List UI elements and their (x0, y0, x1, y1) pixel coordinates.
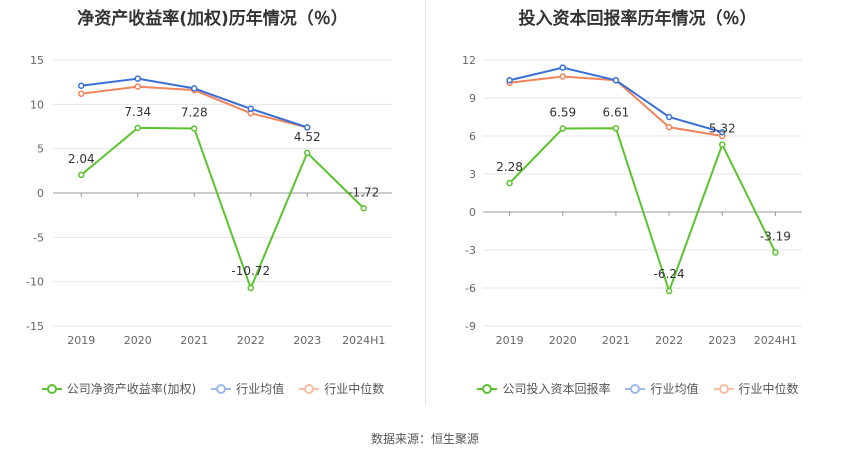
legend-label: 行业中位数 (324, 382, 385, 396)
data-point (612, 125, 620, 132)
legend-line-marker-icon (477, 383, 498, 394)
data-point (134, 124, 141, 132)
y-tick-label: -9 (465, 320, 476, 333)
data-label: -3.19 (760, 229, 791, 243)
data-point (559, 64, 566, 71)
series-line (508, 127, 777, 295)
legend-item-industry-median[interactable]: 行业中位数 (298, 380, 384, 397)
data-label: 5.32 (709, 122, 736, 136)
data-label: 2.28 (496, 160, 523, 174)
y-tick-label: 6 (469, 130, 476, 143)
legend-line-marker-icon (299, 383, 320, 394)
legend-line-marker-icon (41, 383, 62, 394)
x-tick-label: 2023 (293, 334, 321, 347)
data-point (719, 141, 726, 148)
legend-item-company-roe[interactable]: 公司净资产收益率(加权) (41, 380, 196, 397)
x-tick-label: 2019 (496, 334, 524, 347)
data-point (719, 128, 726, 136)
y-tick-label: -10 (26, 276, 44, 289)
legend-label: 公司净资产收益率(加权) (66, 382, 197, 396)
y-tick-label: 15 (30, 54, 44, 67)
x-tick-label: 2020 (549, 334, 577, 347)
y-tick-label: 12 (462, 54, 476, 67)
data-point (360, 205, 367, 212)
legend-label: 行业均值 (650, 382, 699, 396)
data-point (559, 125, 566, 132)
y-tick-label: 3 (469, 168, 476, 181)
x-tick-label: 2020 (124, 334, 152, 347)
panel-divider (425, 0, 426, 405)
legend-label: 公司投入资本回报率 (502, 382, 611, 396)
data-point (191, 85, 198, 92)
y-tick-label: 10 (30, 98, 44, 111)
y-tick-label: 0 (469, 206, 476, 219)
data-point (191, 125, 198, 132)
data-label: 2.04 (68, 152, 95, 166)
legend-label: 行业均值 (236, 382, 285, 396)
y-tick-label: 5 (37, 143, 44, 156)
data-label: 4.52 (294, 130, 321, 144)
x-tick-label: 2021 (602, 334, 630, 347)
roic-chart-plot: 12 9 6 3 0 -3 -6 -9 2019 2020 2021 2022 2023 2024H1 2.… (462, 54, 802, 347)
data-point (506, 179, 513, 187)
data-point (665, 287, 673, 295)
data-label: 6.59 (549, 106, 576, 120)
data-label: -10.72 (231, 264, 270, 278)
data-point (78, 82, 85, 89)
y-tick-label: -15 (26, 320, 44, 333)
data-label: -1.72 (348, 185, 379, 199)
x-tick-label: 2021 (180, 334, 208, 347)
roic-chart-title: 投入资本回报率历年情况（％） (518, 9, 757, 29)
data-label: -6.24 (654, 267, 685, 281)
data-point (559, 73, 566, 80)
y-tick-label: -6 (465, 282, 476, 295)
legend-line-marker-icon (713, 383, 734, 394)
legend-line-marker-icon (211, 383, 232, 394)
data-point (247, 284, 254, 292)
x-tick-label: 2022 (655, 334, 683, 347)
x-tick-label: 2024H1 (342, 334, 385, 347)
data-point (506, 77, 513, 84)
legend-item-industry-mean[interactable]: 行业均值 (624, 380, 699, 397)
data-point (304, 149, 311, 157)
y-tick-label: -5 (33, 231, 44, 244)
legend-line-marker-icon (625, 383, 646, 394)
x-tick-label: 2022 (237, 334, 265, 347)
data-point (78, 90, 85, 97)
legend-item-company-roic[interactable]: 公司投入资本回报率 (476, 380, 610, 397)
roic-chart-panel: 投入资本回报率历年情况（％） 12 9 6 3 0 -3 -6 -9 2019 2020 2021 2… (425, 0, 850, 410)
data-point (665, 113, 673, 121)
y-tick-label: 9 (469, 92, 476, 105)
series-line (80, 126, 365, 291)
legend-item-industry-median[interactable]: 行业中位数 (713, 380, 799, 397)
data-label: 7.34 (124, 105, 151, 119)
data-point (78, 171, 85, 179)
roe-chart-panel: 净资产收益率(加权)历年情况（％） 15 10 5 0 -5 -10 -15 2019 2020… (0, 0, 425, 410)
roic-chart-legend: 公司投入资本回报率 行业均值 行业中位数 (425, 380, 850, 397)
data-label: 7.28 (181, 105, 208, 119)
legend-label: 行业中位数 (738, 382, 799, 396)
y-tick-label: 0 (37, 187, 44, 200)
data-point (304, 124, 311, 131)
data-point (134, 75, 141, 82)
data-point (247, 105, 254, 113)
legend-item-industry-mean[interactable]: 行业均值 (210, 380, 284, 397)
data-point (134, 83, 141, 90)
data-source-note: 数据来源：恒生聚源 (370, 432, 479, 446)
x-tick-label: 2023 (708, 334, 736, 347)
data-point (612, 77, 620, 84)
x-tick-label: 2024H1 (754, 334, 797, 347)
roe-chart-legend: 公司净资产收益率(加权) 行业均值 行业中位数 (0, 380, 425, 397)
data-point (665, 123, 673, 131)
data-point (772, 249, 779, 256)
roe-chart-plot: 15 10 5 0 -5 -10 -15 2019 2020 2021 2022 2023 2024H1… (26, 54, 392, 347)
x-tick-label: 2019 (67, 334, 95, 347)
roe-chart-title: 净资产收益率(加权)历年情况（％） (77, 9, 348, 29)
y-tick-label: -3 (465, 244, 476, 257)
data-label: 6.61 (603, 105, 630, 119)
